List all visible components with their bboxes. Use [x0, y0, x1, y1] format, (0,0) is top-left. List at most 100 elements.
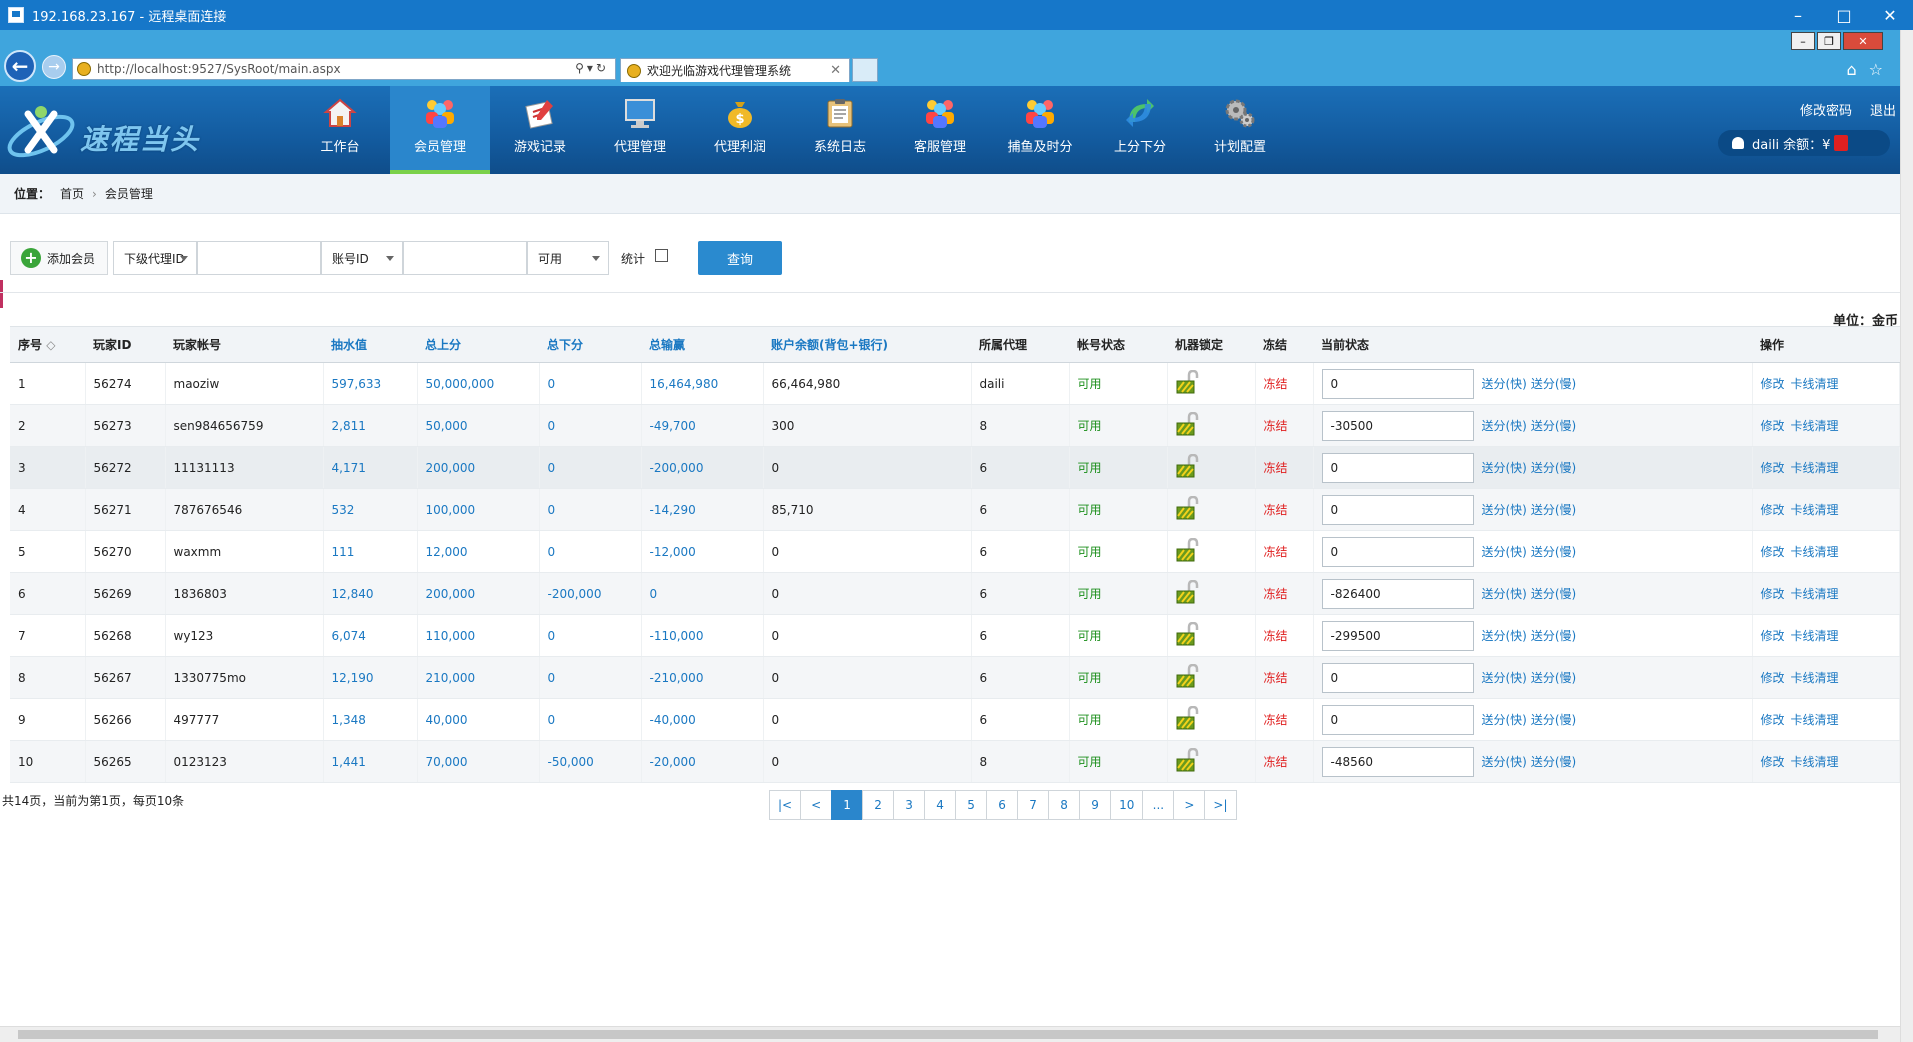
edit-link[interactable]: 修改: [1760, 503, 1785, 517]
cell-total-down[interactable]: 0: [539, 698, 642, 741]
cell-win-loss[interactable]: -20,000: [641, 740, 764, 783]
status-select[interactable]: 可用: [527, 241, 609, 275]
send-slow-link[interactable]: 送分(慢): [1530, 587, 1577, 601]
cell-total-up[interactable]: 110,000: [417, 614, 540, 657]
page-number-button[interactable]: 6: [986, 790, 1019, 820]
state-input[interactable]: -48560: [1321, 746, 1474, 777]
send-fast-link[interactable]: 送分(快): [1481, 503, 1527, 517]
freeze-link[interactable]: 冻结: [1255, 404, 1314, 447]
clear-line-link[interactable]: 卡线清理: [1790, 629, 1839, 643]
freeze-link[interactable]: 冻结: [1255, 530, 1314, 573]
cell-rake[interactable]: 12,190: [323, 656, 418, 699]
cell-total-down[interactable]: 0: [539, 404, 642, 447]
horizontal-scroll-thumb[interactable]: [18, 1030, 1878, 1039]
cell-rake[interactable]: 4,171: [323, 446, 418, 489]
edit-link[interactable]: 修改: [1760, 755, 1785, 769]
edit-link[interactable]: 修改: [1760, 713, 1785, 727]
menu-item-system-log[interactable]: 系统日志: [790, 86, 890, 174]
menu-item-agent-profit[interactable]: $ 代理利润: [690, 86, 790, 174]
freeze-link[interactable]: 冻结: [1255, 572, 1314, 615]
cell-rake[interactable]: 1,348: [323, 698, 418, 741]
horizontal-scrollbar[interactable]: [0, 1026, 1900, 1042]
address-bar[interactable]: http://localhost:9527/SysRoot/main.aspx …: [72, 58, 616, 80]
edit-link[interactable]: 修改: [1760, 629, 1785, 643]
unlock-icon[interactable]: [1176, 664, 1200, 688]
edit-link[interactable]: 修改: [1760, 419, 1785, 433]
browser-tab[interactable]: 欢迎光临游戏代理管理系统 ✕: [620, 58, 850, 82]
cell-total-down[interactable]: -200,000: [539, 572, 642, 615]
cell-total-down[interactable]: 0: [539, 362, 642, 405]
cell-total-up[interactable]: 100,000: [417, 488, 540, 531]
cell-total-up[interactable]: 70,000: [417, 740, 540, 783]
freeze-link[interactable]: 冻结: [1255, 488, 1314, 531]
account-id-input[interactable]: [403, 241, 527, 275]
send-fast-link[interactable]: 送分(快): [1481, 671, 1527, 685]
send-slow-link[interactable]: 送分(慢): [1530, 755, 1577, 769]
page-number-button[interactable]: 9: [1079, 790, 1112, 820]
minimize-button[interactable]: –: [1794, 5, 1802, 25]
clear-line-link[interactable]: 卡线清理: [1790, 587, 1839, 601]
cell-win-loss[interactable]: -110,000: [641, 614, 764, 657]
cell-total-up[interactable]: 12,000: [417, 530, 540, 573]
menu-item-game-records[interactable]: 游戏记录: [490, 86, 590, 174]
freeze-link[interactable]: 冻结: [1255, 656, 1314, 699]
state-input[interactable]: 0: [1321, 368, 1474, 399]
query-button[interactable]: 查询: [698, 241, 783, 275]
menu-item-score-transfer[interactable]: 上分下分: [1090, 86, 1190, 174]
state-input[interactable]: -826400: [1321, 578, 1474, 609]
state-input[interactable]: 0: [1321, 494, 1474, 525]
clear-line-link[interactable]: 卡线清理: [1790, 545, 1839, 559]
page-number-button[interactable]: 8: [1048, 790, 1081, 820]
page-number-button[interactable]: 2: [862, 790, 895, 820]
menu-item-fishing-time[interactable]: 捕鱼及时分: [990, 86, 1090, 174]
prev-page-button[interactable]: <: [800, 790, 833, 820]
home-icon[interactable]: ⌂: [1846, 60, 1857, 79]
cell-rake[interactable]: 111: [323, 530, 418, 573]
send-slow-link[interactable]: 送分(慢): [1530, 545, 1577, 559]
clear-line-link[interactable]: 卡线清理: [1790, 671, 1839, 685]
send-fast-link[interactable]: 送分(快): [1481, 461, 1527, 475]
cell-rake[interactable]: 597,633: [323, 362, 418, 405]
unlock-icon[interactable]: [1176, 706, 1200, 730]
ellipsis[interactable]: ...: [1142, 790, 1175, 820]
cell-machine-lock[interactable]: [1167, 698, 1256, 741]
add-member-button[interactable]: + 添加会员: [10, 241, 108, 275]
clear-line-link[interactable]: 卡线清理: [1790, 419, 1839, 433]
cell-total-down[interactable]: 0: [539, 446, 642, 489]
stat-checkbox[interactable]: [655, 248, 669, 262]
edit-link[interactable]: 修改: [1760, 377, 1785, 391]
cell-rake[interactable]: 2,811: [323, 404, 418, 447]
send-slow-link[interactable]: 送分(慢): [1530, 629, 1577, 643]
unlock-icon[interactable]: [1176, 412, 1200, 436]
clear-line-link[interactable]: 卡线清理: [1790, 713, 1839, 727]
cell-total-up[interactable]: 200,000: [417, 446, 540, 489]
send-fast-link[interactable]: 送分(快): [1481, 545, 1527, 559]
cell-total-down[interactable]: 0: [539, 656, 642, 699]
cell-total-up[interactable]: 50,000,000: [417, 362, 540, 405]
send-fast-link[interactable]: 送分(快): [1481, 713, 1527, 727]
send-slow-link[interactable]: 送分(慢): [1530, 419, 1577, 433]
unlock-icon[interactable]: [1176, 580, 1200, 604]
favorites-star-icon[interactable]: ☆: [1868, 60, 1883, 79]
clear-line-link[interactable]: 卡线清理: [1790, 377, 1839, 391]
url-tools[interactable]: ⚲▾↻: [575, 61, 609, 75]
page-number-button[interactable]: 7: [1017, 790, 1050, 820]
header-no[interactable]: 序号 ◇: [10, 326, 85, 363]
cell-total-up[interactable]: 200,000: [417, 572, 540, 615]
send-slow-link[interactable]: 送分(慢): [1530, 713, 1577, 727]
clear-line-link[interactable]: 卡线清理: [1790, 461, 1839, 475]
filter-select-agent[interactable]: 下级代理ID: [113, 241, 197, 275]
send-slow-link[interactable]: 送分(慢): [1530, 503, 1577, 517]
cell-win-loss[interactable]: -49,700: [641, 404, 764, 447]
cell-machine-lock[interactable]: [1167, 572, 1256, 615]
change-password-link[interactable]: 修改密码: [1799, 104, 1852, 119]
vertical-scrollbar[interactable]: [1900, 30, 1913, 1042]
cell-win-loss[interactable]: 16,464,980: [641, 362, 764, 405]
agent-id-input[interactable]: [197, 241, 321, 275]
edit-link[interactable]: 修改: [1760, 671, 1785, 685]
unlock-icon[interactable]: [1176, 748, 1200, 772]
cell-win-loss[interactable]: -14,290: [641, 488, 764, 531]
freeze-link[interactable]: 冻结: [1255, 740, 1314, 783]
page-number-button[interactable]: 3: [893, 790, 926, 820]
cell-total-down[interactable]: 0: [539, 488, 642, 531]
